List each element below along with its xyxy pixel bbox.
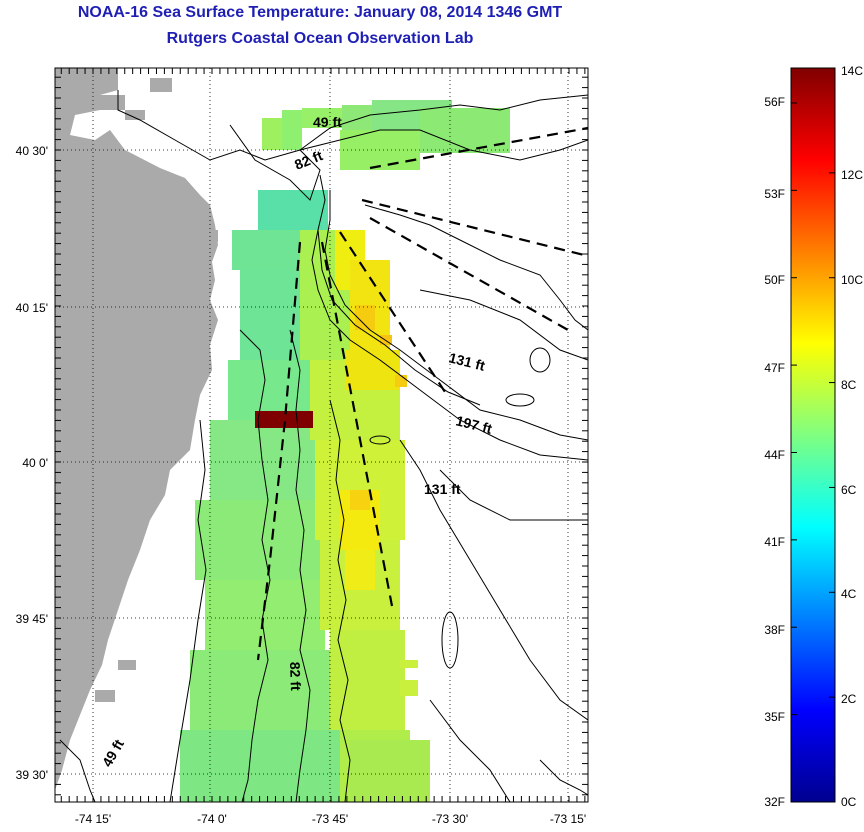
celsius-label: 8C [841, 378, 857, 392]
lat-tick-label: 40 30' [16, 144, 48, 158]
lat-tick-label: 39 45' [16, 612, 48, 626]
lon-tick-label: -73 15' [550, 812, 586, 826]
fahrenheit-label: 53F [764, 187, 785, 201]
isobath-label: 131 ft [424, 481, 461, 497]
fahrenheit-label: 50F [764, 273, 785, 287]
celsius-label: 2C [841, 692, 857, 706]
celsius-label: 12C [841, 168, 863, 182]
map-title: NOAA-16 Sea Surface Temperature: January… [77, 4, 563, 21]
celsius-label: 0C [841, 795, 857, 809]
celsius-label: 6C [841, 483, 857, 497]
lon-tick-label: -73 45' [312, 812, 348, 826]
graticule [55, 68, 588, 802]
isobath-label: 82 ft [287, 662, 304, 692]
lon-tick-label: -74 0' [197, 812, 227, 826]
fahrenheit-label: 41F [764, 535, 785, 549]
fahrenheit-label: 38F [764, 623, 785, 637]
fahrenheit-label: 56F [764, 95, 785, 109]
fahrenheit-label: 47F [764, 361, 785, 375]
celsius-label: 4C [841, 587, 857, 601]
isobath-label: 49 ft [313, 114, 342, 130]
colorbar-ticks [791, 67, 835, 803]
warm-anomaly [255, 411, 313, 428]
bathymetry-contours [59, 90, 588, 802]
colorbar [790, 67, 836, 803]
lon-tick-label: -74 15' [75, 812, 111, 826]
lat-tick-label: 39 30' [16, 768, 48, 782]
lat-tick-label: 40 15' [16, 301, 48, 315]
lat-tick-label: 40 0' [22, 456, 48, 470]
fahrenheit-label: 35F [764, 710, 785, 724]
fahrenheit-label: 32F [764, 795, 785, 809]
celsius-label: 14C [841, 64, 863, 78]
border-ticks [55, 68, 588, 802]
lon-tick-label: -73 30' [432, 812, 468, 826]
dashed-boundaries [256, 126, 588, 661]
fahrenheit-label: 44F [764, 448, 785, 462]
celsius-label: 10C [841, 273, 863, 287]
land-mass [55, 68, 218, 790]
map-subtitle: Rutgers Coastal Ocean Observation Lab [166, 30, 474, 47]
